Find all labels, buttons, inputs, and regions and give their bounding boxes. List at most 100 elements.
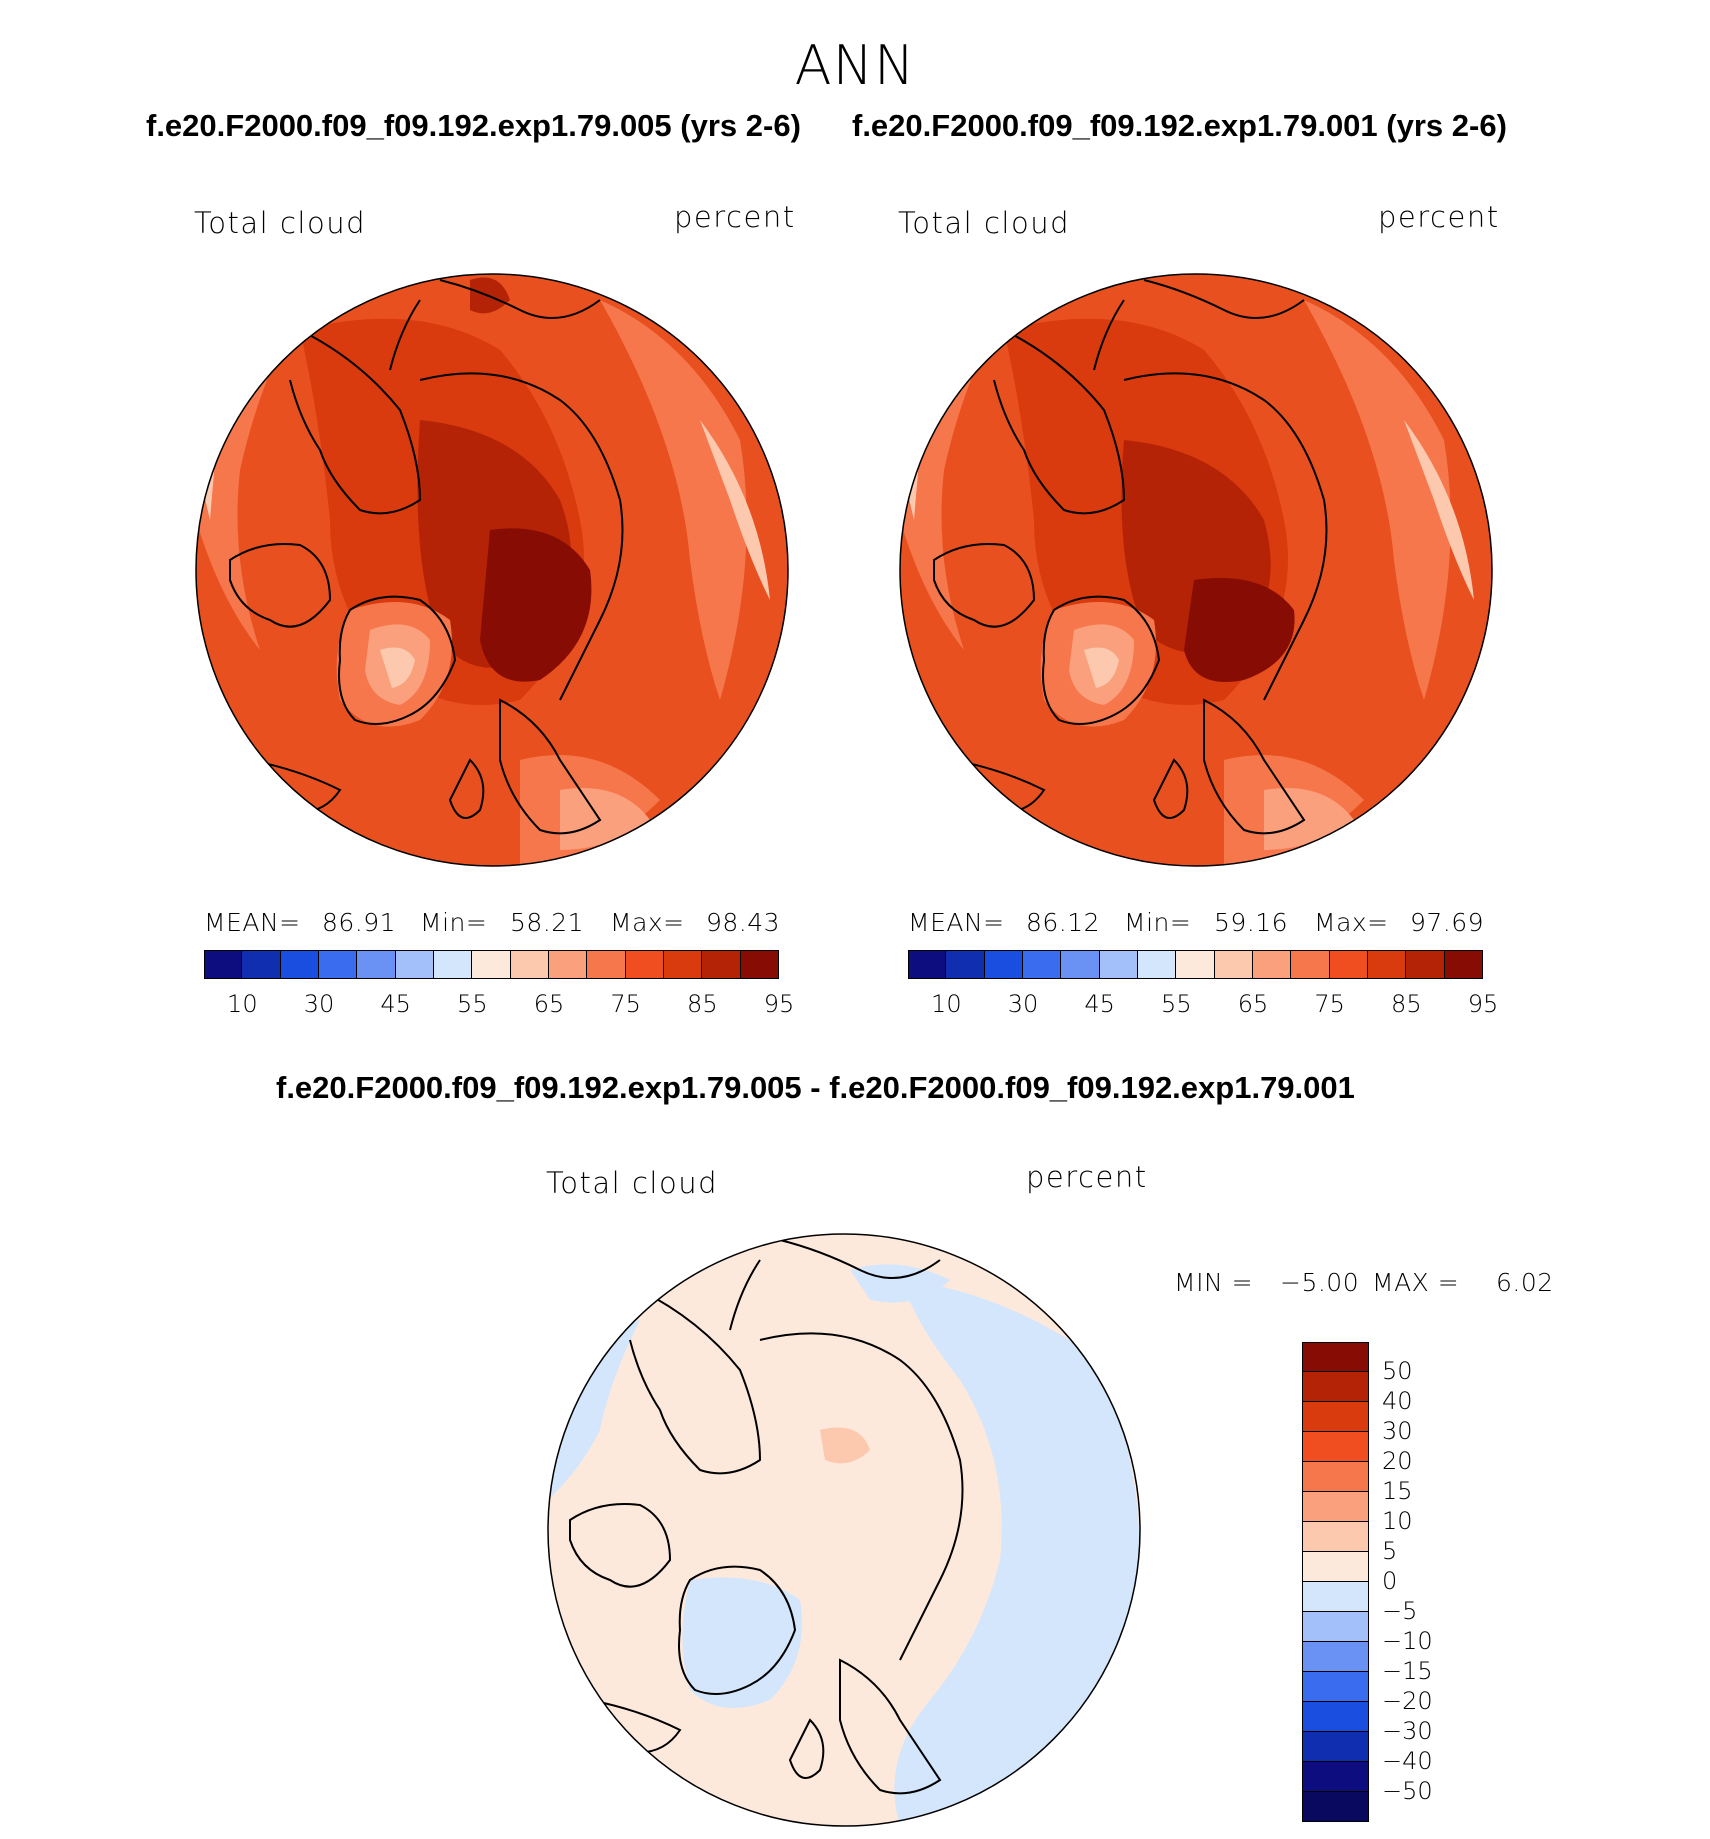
diff-colorbar-swatch <box>1302 1642 1369 1672</box>
panel2-colorbar-swatch <box>1023 950 1062 979</box>
panel2-colorbar-swatch <box>1061 950 1100 979</box>
diff-colorbar-tick-label: 0 <box>1382 1567 1398 1595</box>
diff-colorbar-swatch <box>1302 1432 1369 1462</box>
diff-variable: Total cloud <box>546 1166 718 1200</box>
panel1-min-label: Min= <box>420 908 488 937</box>
panel1-colorbar-swatch <box>357 950 396 979</box>
diff-colorbar-swatch <box>1302 1342 1369 1372</box>
panel1-colorbar-swatch <box>319 950 358 979</box>
panel2-colorbar-swatch <box>1291 950 1330 979</box>
panel1-colorbar-swatch <box>280 950 319 979</box>
diff-colorbar-swatch <box>1302 1402 1369 1432</box>
panel2-colorbar-swatch <box>908 950 947 979</box>
panel1-colorbar-swatch <box>625 950 664 979</box>
panel2-colorbar-swatch <box>1176 950 1215 979</box>
panel1-colorbar-tick-label: 95 <box>763 990 795 1018</box>
diff-map <box>548 1234 1140 1826</box>
diff-colorbar-tick-label: −40 <box>1382 1747 1433 1775</box>
panel1-colorbar-swatch <box>702 950 741 979</box>
diff-colorbar-swatch <box>1302 1492 1369 1522</box>
panel1-mean-value: 86.91 <box>322 908 397 937</box>
panel2-colorbar-tick-label: 10 <box>931 990 962 1018</box>
diff-colorbar-swatch <box>1302 1702 1369 1732</box>
diff-colorbar-swatch <box>1302 1762 1369 1792</box>
panel2-colorbar-tick-label: 75 <box>1314 990 1345 1018</box>
diff-colorbar-swatch <box>1302 1552 1369 1582</box>
diff-max-value: 6.02 <box>1496 1268 1554 1297</box>
diff-colorbar-swatch <box>1302 1672 1369 1702</box>
panel1-colorbar-swatch <box>395 950 434 979</box>
panel1-colorbar-swatch <box>510 950 549 979</box>
panel2-colorbar-tick-label: 95 <box>1467 990 1499 1018</box>
diff-colorbar-tick-label: 20 <box>1382 1447 1413 1475</box>
panel2-colorbar-tick-label: 45 <box>1084 990 1115 1018</box>
panel2-colorbar-ticks: 10 30 45 55 65 75 85 95 <box>908 990 1498 1020</box>
panel2-colorbar-tick-label: 55 <box>1161 990 1192 1018</box>
diff-colorbar <box>1302 1342 1369 1822</box>
diff-colorbar-swatch <box>1302 1462 1369 1492</box>
panel2-colorbar-swatch <box>1368 950 1407 979</box>
panel1-coastlines <box>229 279 624 835</box>
diff-colorbar-swatch <box>1302 1732 1369 1762</box>
panel1-colorbar-swatch <box>549 950 588 979</box>
panel1-colorbar-tick-label: 65 <box>533 990 565 1018</box>
panel2-min-value: 59.16 <box>1214 908 1289 937</box>
panel2-colorbar-tick-label: 85 <box>1391 990 1422 1018</box>
panel1-variable: Total cloud <box>194 206 366 240</box>
panel2-coastlines <box>933 279 1328 835</box>
panel2-colorbar-swatch <box>1329 950 1368 979</box>
panel2-colorbar-swatch <box>1444 950 1483 979</box>
diff-header: f.e20.F2000.f09_f09.192.exp1.79.005 - f.… <box>276 1070 1355 1105</box>
diff-colorbar-ticks: 50 40 30 20 15 10 5 0 −5 −10 −15 −20 −30 −40 −50 <box>1382 1342 1472 1822</box>
diff-colorbar-tick-label: 40 <box>1382 1387 1413 1415</box>
panel1-colorbar-tick-label: 85 <box>687 990 718 1018</box>
diff-colorbar-tick-label: −5 <box>1382 1597 1418 1625</box>
diff-colorbar-tick-label: −30 <box>1382 1717 1433 1745</box>
diff-colorbar-tick-label: 50 <box>1382 1357 1413 1385</box>
diff-min-label: MIN = <box>1174 1268 1254 1297</box>
panel2-colorbar-swatch <box>1214 950 1253 979</box>
panel1-max-label: Max= <box>610 908 685 937</box>
diff-units: percent <box>1026 1160 1148 1194</box>
panel2-colorbar-tick-label: 65 <box>1237 990 1269 1018</box>
diff-colorbar-swatch <box>1302 1522 1369 1552</box>
panel2-units: percent <box>1378 200 1500 234</box>
panel2-colorbar-tick-label: 30 <box>1007 990 1039 1018</box>
diff-colorbar-tick-label: 15 <box>1382 1477 1413 1505</box>
diff-colorbar-tick-label: −50 <box>1382 1777 1433 1805</box>
diff-colorbar-tick-label: −20 <box>1382 1687 1433 1715</box>
panel2-colorbar-swatch <box>1138 950 1177 979</box>
panel2-colorbar-swatch <box>1099 950 1138 979</box>
diff-colorbar-tick-label: −15 <box>1382 1657 1433 1685</box>
panel1-colorbar-ticks: 10 30 45 55 65 75 85 95 <box>204 990 794 1020</box>
panel1-min-value: 58.21 <box>510 908 585 937</box>
panel1-colorbar-tick-label: 30 <box>303 990 335 1018</box>
panel1-colorbar-swatch <box>664 950 703 979</box>
diff-colorbar-tick-label: 30 <box>1382 1417 1413 1445</box>
diff-colorbar-tick-label: 5 <box>1382 1537 1398 1565</box>
panel2-variable: Total cloud <box>898 206 1070 240</box>
panel2-max-value: 97.69 <box>1410 908 1485 937</box>
panel1-colorbar-swatch <box>587 950 626 979</box>
panel2-map-border <box>899 273 1493 867</box>
panel2-map <box>900 274 1492 866</box>
panel2-colorbar-swatch <box>1253 950 1292 979</box>
diff-colorbar-tick-label: −10 <box>1382 1627 1433 1655</box>
panel1-map-border <box>195 273 789 867</box>
diff-max-label: MAX = <box>1372 1268 1460 1297</box>
panel1-colorbar <box>204 950 779 979</box>
diff-colorbar-swatch <box>1302 1372 1369 1402</box>
panel1-colorbar-swatch <box>242 950 281 979</box>
diff-coastlines <box>569 1239 964 1795</box>
panel1-colorbar-tick-label: 10 <box>227 990 258 1018</box>
diff-colorbar-swatch <box>1302 1582 1369 1612</box>
panel1-colorbar-swatch <box>472 950 511 979</box>
diff-map-border <box>547 1233 1141 1827</box>
panel2-colorbar-swatch <box>984 950 1023 979</box>
panel2-colorbar-swatch <box>946 950 985 979</box>
panel1-colorbar-swatch <box>740 950 779 979</box>
panel2-mean-value: 86.12 <box>1026 908 1101 937</box>
diff-min-value: −5.00 <box>1280 1268 1360 1297</box>
panel1-map <box>196 274 788 866</box>
diff-colorbar-swatch <box>1302 1612 1369 1642</box>
